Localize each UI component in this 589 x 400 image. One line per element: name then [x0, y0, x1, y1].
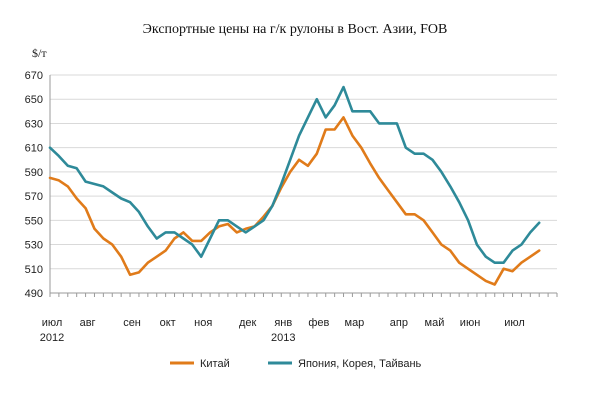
series-lines — [48, 85, 541, 286]
y-tick-label: 590 — [25, 167, 43, 179]
x-axis-ticks: июл авг сен окт ноя дек янв фев мар апр май июн июл 2… — [40, 317, 525, 344]
x-tick-label: июл — [42, 317, 63, 329]
chart-title: Экспортные цены на г/к рулоны в Вост. Аз… — [143, 22, 448, 37]
legend-label: Япония, Корея, Тайвань — [298, 358, 422, 370]
y-tick-label: 490 — [25, 288, 43, 300]
legend-label: Китай — [200, 358, 230, 370]
x-year-label: 2012 — [40, 332, 64, 344]
x-tick-label: сен — [123, 317, 141, 329]
x-tick-label: окт — [160, 317, 176, 329]
x-tick-label: июн — [460, 317, 480, 329]
series-line-2 — [48, 85, 541, 264]
x-tick-label: апр — [390, 317, 408, 329]
y-axis-ticks: 490 510 530 550 570 590 610 630 650 670 — [25, 70, 43, 300]
x-tick-label: дек — [239, 317, 257, 329]
series-line-1 — [48, 116, 541, 286]
x-tick-label: мар — [345, 317, 365, 329]
x-year-label: 2013 — [271, 332, 295, 344]
y-tick-label: 530 — [25, 240, 43, 252]
y-tick-label: 550 — [25, 215, 43, 227]
y-tick-label: 570 — [25, 191, 43, 203]
y-tick-label: 650 — [25, 94, 43, 106]
x-tick-label: авг — [80, 317, 96, 329]
x-tick-label: июл — [504, 317, 525, 329]
y-tick-label: 670 — [25, 70, 43, 82]
x-tick-label: янв — [274, 317, 292, 329]
legend: Китай Япония, Корея, Тайвань — [170, 358, 422, 370]
y-tick-label: 610 — [25, 143, 43, 155]
y-tick-label: 630 — [25, 118, 43, 130]
y-axis-unit: $/т — [32, 46, 47, 60]
x-tick-label: ноя — [194, 317, 212, 329]
x-tick-label: фев — [308, 317, 329, 329]
grid — [49, 74, 558, 297]
x-tick-label: май — [425, 317, 445, 329]
y-tick-label: 510 — [25, 264, 43, 276]
